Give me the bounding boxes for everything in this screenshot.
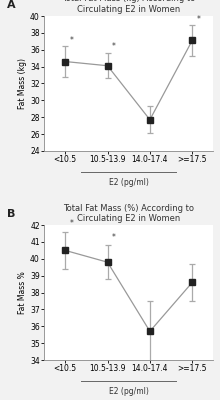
Text: E2 (pg/ml): E2 (pg/ml) — [109, 387, 149, 396]
Text: *: * — [196, 14, 200, 24]
Title: Total Fat Mass (kg) According to
Circulating E2 in Women: Total Fat Mass (kg) According to Circula… — [62, 0, 195, 14]
Y-axis label: Fat Mass (kg): Fat Mass (kg) — [18, 58, 27, 109]
Text: *: * — [70, 36, 73, 45]
Text: *: * — [112, 233, 116, 242]
Text: *: * — [112, 42, 116, 52]
Text: B: B — [7, 209, 15, 219]
Y-axis label: Fat Mass %: Fat Mass % — [18, 271, 27, 314]
Text: A: A — [7, 0, 15, 10]
Text: E2 (pg/ml): E2 (pg/ml) — [109, 178, 149, 187]
Title: Total Fat Mass (%) According to
Circulating E2 in Women: Total Fat Mass (%) According to Circulat… — [63, 204, 194, 223]
Text: *: * — [70, 220, 73, 228]
